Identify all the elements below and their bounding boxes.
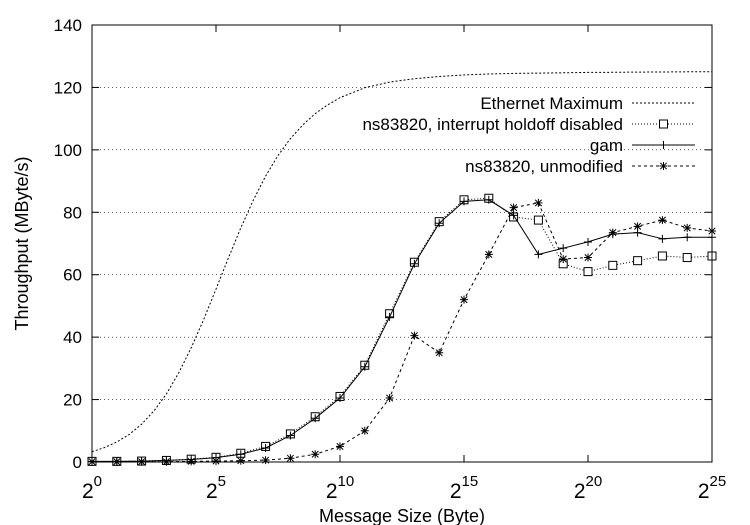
data-point-gam-20 (584, 237, 592, 246)
y-tick-label: 140 (54, 16, 82, 35)
series-line-ns83820-unmodified (92, 202, 713, 463)
gridlines (92, 87, 712, 400)
data-point-ns83820-unmodified-16 (484, 250, 493, 259)
legend-label-ns83820-unmodified: ns83820, unmodified (465, 157, 623, 176)
y-tick-label: 0 (73, 453, 82, 472)
y-tick-label: 120 (54, 78, 82, 97)
data-point-ns83820-unmodified-12 (385, 394, 394, 403)
data-point-ns83820-interrupt-holdoff-disabled-18 (533, 215, 543, 225)
legend-marker-ns83820-unmodified (659, 162, 668, 170)
data-point-gam-14 (435, 219, 444, 228)
y-tick-label: 40 (63, 328, 82, 347)
series-layer (87, 71, 717, 466)
x-tick-base: 2 (574, 480, 586, 503)
data-point-gam-18 (534, 250, 543, 259)
x-tick-base: 2 (450, 480, 462, 503)
data-point-gam-17 (509, 211, 518, 220)
data-point-ns83820-unmodified-23 (658, 216, 667, 225)
series-gam (88, 195, 716, 466)
data-point-ns83820-unmodified-10 (336, 442, 344, 451)
legend: Ethernet Maximum ns83820, interrupt holdo… (362, 94, 695, 176)
data-point-gam-12 (385, 312, 394, 321)
y-tick-label: 60 (63, 266, 82, 285)
data-point-ns83820-unmodified-4 (187, 457, 196, 466)
data-point-gam-9 (311, 414, 320, 423)
y-tick-label: 80 (63, 203, 82, 222)
data-point-ns83820-unmodified-14 (435, 348, 444, 357)
data-point-gam-7 (261, 443, 270, 452)
x-tick-exponent: 0 (94, 473, 102, 490)
x-axis-label: Message Size (Byte) (319, 506, 485, 525)
series-ns83820-interrupt-holdoff-disabled (87, 193, 717, 466)
series-line-ns83820-interrupt-holdoff-disabled (92, 197, 713, 462)
data-point-ns83820-interrupt-holdoff-disabled-24 (682, 253, 692, 263)
x-tick-exponent: 15 (462, 473, 479, 490)
data-point-ns83820-unmodified-11 (360, 426, 369, 435)
x-tick-label: 20 (82, 473, 102, 503)
x-tick-exponent: 25 (710, 473, 727, 490)
x-tick-base: 2 (326, 480, 338, 503)
series-line-ethernet-maximum (91, 71, 712, 453)
x-tick-base: 2 (206, 480, 218, 503)
data-point-ns83820-unmodified-13 (410, 331, 419, 340)
legend-label-ethernet-maximum: Ethernet Maximum (480, 94, 623, 113)
legend-marker-ns83820-interrupt-holdoff-disabled (659, 119, 668, 129)
x-tick-exponent: 5 (218, 473, 226, 490)
data-point-gam-13 (410, 259, 419, 268)
series-line-gam (92, 199, 712, 462)
x-tick-exponent: 10 (338, 473, 355, 490)
data-point-ns83820-unmodified-19 (559, 255, 568, 264)
data-point-ns83820-unmodified-21 (608, 228, 617, 237)
series-ns83820-unmodified (88, 198, 716, 466)
x-tick-label: 210 (326, 473, 354, 503)
legend-marker-gam (659, 141, 668, 149)
data-point-ns83820-unmodified-24 (683, 223, 692, 232)
data-point-gam-10 (336, 394, 344, 403)
data-point-ns83820-unmodified-8 (286, 454, 295, 463)
data-point-ns83820-interrupt-holdoff-disabled-20 (583, 267, 593, 277)
data-point-ns83820-unmodified-20 (584, 253, 592, 262)
x-tick-label: 220 (574, 473, 602, 503)
x-tick-exponent: 20 (586, 473, 603, 490)
y-tick-label: 20 (63, 391, 82, 410)
data-point-ns83820-unmodified-22 (633, 222, 642, 231)
x-tick-label: 215 (450, 473, 478, 503)
data-point-ns83820-interrupt-holdoff-disabled-22 (633, 256, 643, 266)
data-point-ns83820-interrupt-holdoff-disabled-23 (657, 251, 667, 261)
legend-label-gam: gam (590, 136, 623, 155)
x-tick-label: 225 (698, 473, 726, 503)
data-point-ns83820-unmodified-7 (261, 456, 270, 465)
data-point-ns83820-unmodified-9 (311, 450, 320, 459)
y-axis-label: Throughput (MByte/s) (12, 156, 32, 330)
plot-frame (91, 24, 713, 463)
data-point-gam-15 (460, 197, 468, 206)
data-point-ns83820-unmodified-6 (236, 456, 245, 465)
data-point-gam-23 (658, 234, 667, 243)
series-ethernet-maximum (91, 71, 712, 453)
data-point-ns83820-unmodified-17 (509, 203, 518, 212)
data-point-gam-11 (360, 362, 369, 371)
x-tick-label: 25 (206, 473, 226, 503)
x-tick-base: 2 (82, 480, 94, 503)
x-tick-base: 2 (698, 480, 710, 503)
data-point-ns83820-unmodified-15 (460, 295, 468, 304)
y-tick-label: 100 (54, 141, 82, 160)
data-point-gam-8 (286, 431, 295, 440)
data-point-ns83820-unmodified-18 (534, 198, 543, 207)
data-point-gam-24 (683, 233, 692, 242)
data-point-gam-19 (559, 244, 568, 253)
data-point-gam-16 (484, 195, 493, 204)
legend-label-ns83820-interrupt-holdoff-disabled: ns83820, interrupt holdoff disabled (362, 115, 623, 134)
data-point-ns83820-interrupt-holdoff-disabled-21 (608, 260, 618, 270)
